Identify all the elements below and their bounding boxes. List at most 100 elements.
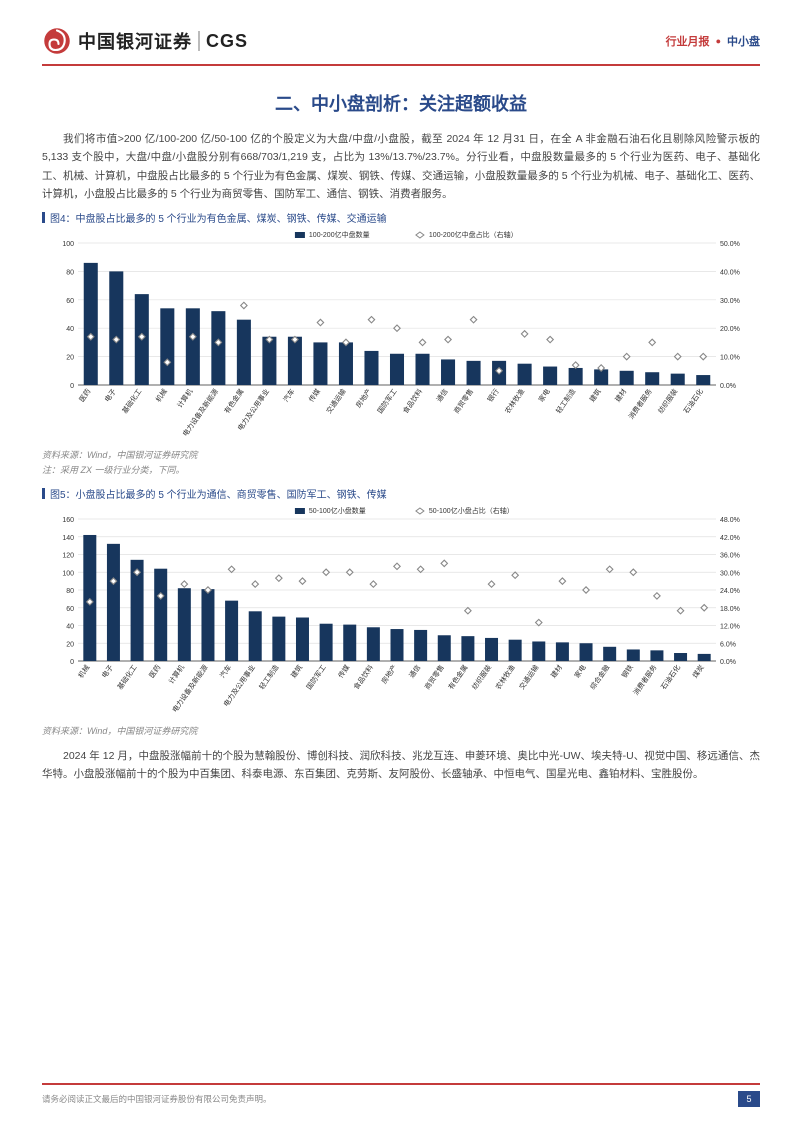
- svg-text:120: 120: [62, 552, 74, 559]
- figure-4-title: 图4：中盘股占比最多的 5 个行业为有色金属、煤炭、钢铁、传媒、交通运输: [50, 210, 387, 225]
- galaxy-logo-icon: [42, 26, 72, 56]
- page-header: 中国银河证券 CGS 行业月报 ● 中小盘: [0, 0, 802, 64]
- svg-text:80: 80: [66, 269, 74, 276]
- svg-text:30.0%: 30.0%: [720, 297, 740, 304]
- svg-text:传媒: 传媒: [307, 386, 322, 403]
- svg-text:18.0%: 18.0%: [720, 605, 740, 612]
- svg-text:煤炭: 煤炭: [690, 662, 705, 679]
- svg-text:36.0%: 36.0%: [720, 552, 740, 559]
- paragraph-1: 我们将市值>200 亿/100-200 亿/50-100 亿的个股定义为大盘/中…: [42, 130, 760, 204]
- svg-text:0: 0: [70, 659, 74, 666]
- svg-text:160: 160: [62, 517, 74, 524]
- figure-5-chart: 0204060801001201401600.0%6.0%12.0%18.0%2…: [42, 503, 760, 722]
- svg-text:电子: 电子: [100, 662, 115, 679]
- svg-text:有色金属: 有色金属: [446, 662, 469, 690]
- svg-text:建材: 建材: [613, 386, 628, 403]
- svg-text:房地产: 房地产: [379, 662, 398, 684]
- svg-text:40.0%: 40.0%: [720, 269, 740, 276]
- svg-text:100-200亿中盘数量: 100-200亿中盘数量: [309, 230, 370, 239]
- svg-text:食品饮料: 食品饮料: [401, 386, 424, 414]
- svg-text:30.0%: 30.0%: [720, 570, 740, 577]
- svg-text:有色金属: 有色金属: [222, 386, 245, 414]
- svg-text:房地产: 房地产: [354, 386, 373, 408]
- figure-5-source: 资料来源：Wind，中国银河证券研究院: [42, 724, 760, 737]
- title-bar-icon: [42, 212, 45, 223]
- svg-text:商贸零售: 商贸零售: [452, 386, 475, 414]
- svg-text:食品饮料: 食品饮料: [352, 662, 375, 690]
- svg-text:60: 60: [66, 605, 74, 612]
- header-category: 行业月报 ● 中小盘: [666, 33, 760, 49]
- svg-text:0.0%: 0.0%: [720, 659, 736, 666]
- svg-text:60: 60: [66, 297, 74, 304]
- figure-5-title-row: 图5：小盘股占比最多的 5 个行业为通信、商贸零售、国防军工、钢铁、传媒: [42, 486, 760, 501]
- svg-text:48.0%: 48.0%: [720, 517, 740, 524]
- svg-text:建筑: 建筑: [289, 662, 304, 679]
- svg-text:基础化工: 基础化工: [120, 386, 143, 414]
- svg-text:汽车: 汽车: [281, 386, 296, 403]
- paragraph-2: 2024 年 12 月，中盘股涨幅前十的个股为慧翰股份、博创科技、润欣科技、兆龙…: [42, 747, 760, 784]
- svg-text:传媒: 传媒: [336, 662, 351, 679]
- svg-text:国防军工: 国防军工: [375, 386, 398, 414]
- svg-text:20: 20: [66, 354, 74, 361]
- report-sector: 中小盘: [727, 33, 760, 49]
- logo: 中国银河证券 CGS: [42, 26, 248, 56]
- svg-text:20: 20: [66, 641, 74, 648]
- title-bar-icon: [42, 488, 45, 499]
- page-footer: 请务必阅读正文最后的中国银河证券股份有限公司免责声明。 5: [42, 1083, 760, 1107]
- report-type: 行业月报: [666, 33, 710, 49]
- svg-text:计算机: 计算机: [175, 386, 194, 408]
- svg-text:医药: 医药: [77, 386, 92, 403]
- svg-text:100: 100: [62, 241, 74, 248]
- svg-text:42.0%: 42.0%: [720, 534, 740, 541]
- svg-text:农林牧渔: 农林牧渔: [493, 662, 516, 690]
- svg-text:消费者服务: 消费者服务: [631, 662, 658, 696]
- svg-text:机械: 机械: [154, 386, 169, 403]
- svg-text:农林牧渔: 农林牧渔: [503, 386, 526, 414]
- svg-text:汽车: 汽车: [218, 662, 233, 679]
- figure-4-note: 注：采用 ZX 一级行业分类，下同。: [42, 463, 760, 476]
- section-title: 二、中小盘剖析：关注超额收益: [42, 90, 760, 116]
- svg-text:100: 100: [62, 570, 74, 577]
- svg-text:12.0%: 12.0%: [720, 623, 740, 630]
- svg-text:建筑: 建筑: [587, 386, 602, 403]
- svg-text:50.0%: 50.0%: [720, 241, 740, 248]
- figure-4-source: 资料来源：Wind，中国银河证券研究院: [42, 448, 760, 461]
- svg-text:24.0%: 24.0%: [720, 588, 740, 595]
- svg-text:50-100亿小盘占比（右轴）: 50-100亿小盘占比（右轴）: [429, 506, 514, 515]
- svg-text:0.0%: 0.0%: [720, 383, 736, 390]
- svg-text:交通运输: 交通运输: [517, 662, 540, 690]
- svg-text:100-200亿中盘占比（右轴）: 100-200亿中盘占比（右轴）: [429, 230, 518, 239]
- svg-text:银行: 银行: [485, 386, 500, 403]
- svg-text:电子: 电子: [103, 386, 118, 403]
- svg-text:20.0%: 20.0%: [720, 326, 740, 333]
- svg-text:通信: 通信: [434, 386, 449, 403]
- disclaimer: 请务必阅读正文最后的中国银河证券股份有限公司免责声明。: [42, 1093, 272, 1105]
- svg-text:计算机: 计算机: [167, 662, 186, 684]
- svg-text:轻工制造: 轻工制造: [257, 662, 280, 690]
- svg-text:钢铁: 钢铁: [620, 662, 635, 679]
- svg-text:国防军工: 国防军工: [304, 662, 327, 690]
- figure-4-title-row: 图4：中盘股占比最多的 5 个行业为有色金属、煤炭、钢铁、传媒、交通运输: [42, 210, 760, 225]
- svg-text:石油石化: 石油石化: [659, 662, 682, 690]
- svg-text:通信: 通信: [407, 662, 422, 679]
- svg-text:0: 0: [70, 383, 74, 390]
- svg-text:建材: 建材: [549, 662, 564, 679]
- page-number: 5: [738, 1091, 760, 1107]
- svg-text:家电: 家电: [536, 386, 551, 403]
- svg-text:机械: 机械: [76, 662, 91, 679]
- svg-text:6.0%: 6.0%: [720, 641, 736, 648]
- svg-text:纺织服装: 纺织服装: [656, 386, 679, 414]
- svg-text:交通运输: 交通运输: [324, 386, 347, 414]
- svg-text:石油石化: 石油石化: [681, 386, 704, 414]
- svg-text:140: 140: [62, 534, 74, 541]
- svg-text:医药: 医药: [147, 662, 162, 679]
- svg-text:40: 40: [66, 326, 74, 333]
- svg-text:50-100亿小盘数量: 50-100亿小盘数量: [309, 506, 366, 515]
- svg-text:消费者服务: 消费者服务: [626, 386, 653, 420]
- svg-text:10.0%: 10.0%: [720, 354, 740, 361]
- footer-rule: [42, 1083, 760, 1085]
- svg-text:40: 40: [66, 623, 74, 630]
- svg-text:纺织服装: 纺织服装: [470, 662, 493, 690]
- figure-4-chart: 0 20 40 60 80 100 0.0% 10.0% 20.0% 30.0% 40.0% 50.0…: [42, 227, 760, 446]
- svg-text:轻工制造: 轻工制造: [554, 386, 577, 414]
